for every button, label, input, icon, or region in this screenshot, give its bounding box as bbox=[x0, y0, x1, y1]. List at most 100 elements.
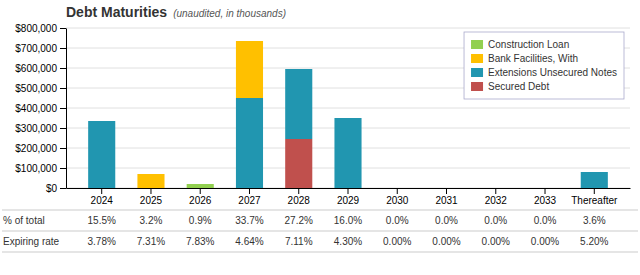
legend-item: Bank Facilities, With bbox=[471, 53, 578, 64]
tick-mark bbox=[298, 188, 299, 194]
tick-mark bbox=[397, 188, 398, 194]
legend-swatch bbox=[471, 68, 483, 77]
tick: 2026 bbox=[189, 188, 212, 206]
tick-label: $500,000 bbox=[15, 83, 57, 94]
row-value: 0.0% bbox=[534, 215, 557, 226]
tick-label: $800,000 bbox=[15, 23, 57, 34]
bar bbox=[482, 188, 509, 189]
legend-label: Bank Facilities, With bbox=[488, 53, 578, 64]
tick: $400,000 bbox=[15, 103, 66, 114]
series bbox=[187, 184, 214, 188]
tick-label: 2030 bbox=[386, 195, 409, 206]
tick-mark bbox=[594, 188, 595, 194]
legend-label: Construction Loan bbox=[488, 39, 569, 50]
tick: 2029 bbox=[337, 188, 360, 206]
bar bbox=[285, 69, 312, 70]
tick-mark bbox=[348, 188, 349, 194]
tick-label: 2026 bbox=[189, 195, 212, 206]
row-value: 0.9% bbox=[189, 215, 212, 226]
tick: Thereafter bbox=[571, 188, 618, 206]
legend-swatch bbox=[471, 40, 483, 49]
series bbox=[88, 69, 608, 188]
row-value: 0.00% bbox=[432, 236, 460, 247]
bar bbox=[137, 174, 164, 188]
chart: Debt Maturities (unaudited, in thousands)… bbox=[0, 0, 640, 275]
bar bbox=[137, 174, 164, 175]
tick: $800,000 bbox=[15, 23, 66, 34]
row-value: 33.7% bbox=[235, 215, 263, 226]
tick-label: 2029 bbox=[337, 195, 360, 206]
row-value: 0.0% bbox=[435, 215, 458, 226]
bar bbox=[384, 188, 411, 189]
tick-mark bbox=[446, 188, 447, 194]
tick-mark bbox=[101, 188, 102, 194]
tick: $200,000 bbox=[15, 143, 66, 154]
plot: $0 $100,000 $200,000 $300,000 $400,000 $500,0… bbox=[15, 23, 630, 206]
bar bbox=[236, 98, 263, 188]
row-value: 3.78% bbox=[88, 236, 116, 247]
legend-swatch bbox=[471, 54, 483, 63]
row-value: 0.00% bbox=[482, 236, 510, 247]
tick: 2031 bbox=[435, 188, 458, 206]
tick-mark bbox=[495, 188, 496, 194]
y-axis: $0 $100,000 $200,000 $300,000 $400,000 $500,0… bbox=[15, 23, 66, 194]
tick-label: $0 bbox=[46, 183, 58, 194]
bar bbox=[384, 188, 411, 189]
legend: Construction Loan Bank Facilities, With Ex… bbox=[464, 32, 624, 99]
bar bbox=[482, 188, 509, 189]
row-value: 0.0% bbox=[386, 215, 409, 226]
bar bbox=[531, 188, 558, 189]
tick: 2033 bbox=[534, 188, 557, 206]
tick-label: 2033 bbox=[534, 195, 557, 206]
bar bbox=[384, 188, 411, 189]
bar bbox=[433, 188, 460, 189]
row-value: 0.0% bbox=[484, 215, 507, 226]
row-value: 0.00% bbox=[383, 236, 411, 247]
tick-mark bbox=[60, 28, 66, 29]
row-value: 15.5% bbox=[88, 215, 116, 226]
bars bbox=[88, 41, 608, 188]
bar bbox=[236, 41, 263, 98]
row-value: 0.00% bbox=[531, 236, 559, 247]
legend-item: Extensions Unsecured Notes bbox=[471, 67, 617, 78]
tick-label: 2027 bbox=[238, 195, 261, 206]
tick-label: 2031 bbox=[435, 195, 458, 206]
tick-label: 2028 bbox=[288, 195, 311, 206]
row-value: 7.31% bbox=[137, 236, 165, 247]
bar bbox=[482, 188, 509, 189]
legend-item: Secured Debt bbox=[471, 81, 549, 92]
tick: 2032 bbox=[485, 188, 508, 206]
tick-mark bbox=[60, 128, 66, 129]
tick-mark bbox=[60, 188, 66, 189]
tick-mark bbox=[249, 188, 250, 194]
title: Debt Maturities bbox=[66, 4, 167, 20]
row-value: 4.64% bbox=[235, 236, 263, 247]
bar bbox=[285, 69, 312, 139]
bar bbox=[581, 172, 608, 173]
series bbox=[285, 139, 312, 188]
legend-swatch bbox=[471, 82, 483, 91]
tick: $100,000 bbox=[15, 163, 66, 174]
bar bbox=[88, 121, 115, 188]
grid-line bbox=[66, 28, 630, 29]
row-value: 3.6% bbox=[583, 215, 606, 226]
tick-label: $100,000 bbox=[15, 163, 57, 174]
divider bbox=[2, 252, 638, 253]
annotation-table: % of total15.5%3.2%0.9%33.7%27.2%16.0%0.… bbox=[2, 210, 638, 252]
bar bbox=[531, 188, 558, 189]
tick-label: 2025 bbox=[140, 195, 163, 206]
legend-label: Extensions Unsecured Notes bbox=[488, 67, 617, 78]
tick-mark bbox=[60, 108, 66, 109]
tick-mark bbox=[60, 148, 66, 149]
tick-mark bbox=[200, 188, 201, 194]
row-label: Expiring rate bbox=[3, 236, 60, 247]
row-value: 4.30% bbox=[334, 236, 362, 247]
bar bbox=[581, 172, 608, 173]
tick-label: $300,000 bbox=[15, 123, 57, 134]
grid bbox=[66, 28, 630, 188]
tick-label: $600,000 bbox=[15, 63, 57, 74]
bar bbox=[285, 69, 312, 70]
tick: 2028 bbox=[288, 188, 311, 206]
divider bbox=[2, 210, 638, 211]
subtitle: (unaudited, in thousands) bbox=[173, 8, 286, 19]
